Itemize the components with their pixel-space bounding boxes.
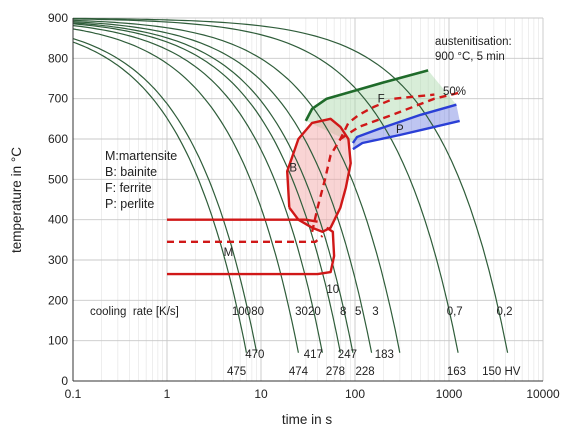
- cooling-rate-value: 3: [372, 306, 378, 318]
- cooling-rate-value: 0,7: [447, 306, 463, 318]
- legend-martensite: M:martensite: [105, 149, 177, 163]
- region-label-f: F: [378, 94, 385, 106]
- region-label-b: B: [289, 162, 297, 174]
- hardness-value: 417: [304, 349, 323, 361]
- cooling-rate-value: 8: [340, 306, 346, 318]
- hardness-value: 278: [326, 366, 345, 378]
- hardness-value: 183: [375, 349, 394, 361]
- x-tick-label: 100: [345, 387, 365, 401]
- hardness-value: 163: [447, 366, 466, 378]
- annotation-line-2: 900 °C, 5 min: [435, 51, 505, 63]
- ferrite-start-line: [304, 69, 429, 122]
- x-tick-label: 1000: [436, 387, 463, 401]
- x-tick-label: 10: [254, 387, 268, 401]
- hardness-value: 228: [355, 366, 374, 378]
- region-ferrite: [305, 70, 457, 143]
- cooling-curve: [72, 21, 373, 353]
- cooling-rate-label: cooling rate [K/s]: [90, 306, 179, 318]
- legend-bainite: B: bainite: [105, 165, 157, 179]
- perlite-end-line: [352, 119, 460, 151]
- cooling-curve: [72, 41, 247, 353]
- y-tick-label: 900: [48, 11, 68, 25]
- cooling-curve: [72, 28, 299, 353]
- y-tick-label: 100: [48, 334, 68, 348]
- y-tick-label: 600: [48, 132, 68, 146]
- perlite-start-line: [351, 103, 457, 144]
- labels: 0.1 1 10 100 1000 10000 0 100 200 300 400 500 600 700…: [48, 11, 560, 401]
- y-tick-label: 700: [48, 92, 68, 106]
- transformation-lines: [167, 69, 460, 276]
- legend-ferrite: F: ferrite: [105, 181, 152, 195]
- region-label-m: M: [224, 247, 234, 259]
- region-perlite: [352, 104, 460, 150]
- annotation-box: austenitisation: 900 °C, 5 min: [435, 36, 512, 63]
- cooling-curve: [72, 23, 341, 353]
- x-tick-label: 1: [164, 387, 171, 401]
- legend: M:martensite B: bainite F: ferrite P: pe…: [105, 149, 177, 211]
- cooling-rate-value: 20: [308, 306, 321, 318]
- x-axis-title: time in s: [282, 412, 333, 427]
- region-label-p: P: [396, 124, 404, 136]
- cooling-rate-value: 100: [232, 306, 251, 318]
- martensite-start-line: [167, 218, 318, 223]
- cooling-curve: [72, 25, 323, 353]
- cooling-rate-value: 30: [295, 306, 308, 318]
- x-tick-label: 10000: [526, 387, 560, 401]
- y-tick-label: 500: [48, 172, 68, 186]
- y-tick-label: 200: [48, 293, 68, 307]
- y-tick-label: 400: [48, 213, 68, 227]
- cooling-curve: [73, 18, 459, 353]
- cooling-curve: [72, 22, 354, 353]
- cooling-curve: [73, 17, 509, 353]
- cooling-curve: [72, 19, 401, 353]
- hardness-value: 470: [245, 349, 264, 361]
- bainite-boundary-line: [286, 117, 352, 234]
- hardness-value: 475: [227, 366, 246, 378]
- cooling-rate-value: 0,2: [497, 306, 513, 318]
- y-tick-label: 0: [61, 374, 68, 388]
- annotation-line-1: austenitisation:: [435, 36, 512, 48]
- bainite-50-line: [310, 93, 435, 233]
- cooling-curve: [72, 38, 258, 353]
- cooling-rate-value: 10: [326, 284, 339, 296]
- hardness-value: 247: [338, 349, 357, 361]
- hardness-value: 474: [289, 366, 309, 378]
- perlite-50-line: [339, 91, 460, 141]
- cooling-rate-value: 80: [251, 306, 264, 318]
- y-tick-label: 800: [48, 51, 68, 65]
- y-tick-label: 300: [48, 253, 68, 267]
- axes: [72, 18, 543, 382]
- hardness-value: 150 HV: [482, 366, 521, 378]
- x-tick-label: 0.1: [65, 387, 82, 401]
- legend-perlite: P: perlite: [105, 197, 154, 211]
- fifty-percent-label: 50%: [443, 86, 466, 98]
- cooling-curves: [72, 17, 509, 353]
- y-axis-title: temperature in °C: [9, 147, 24, 253]
- cooling-rate-value: 5: [355, 306, 361, 318]
- martensite-end-line: [167, 226, 336, 276]
- martensite-50-line: [167, 234, 324, 244]
